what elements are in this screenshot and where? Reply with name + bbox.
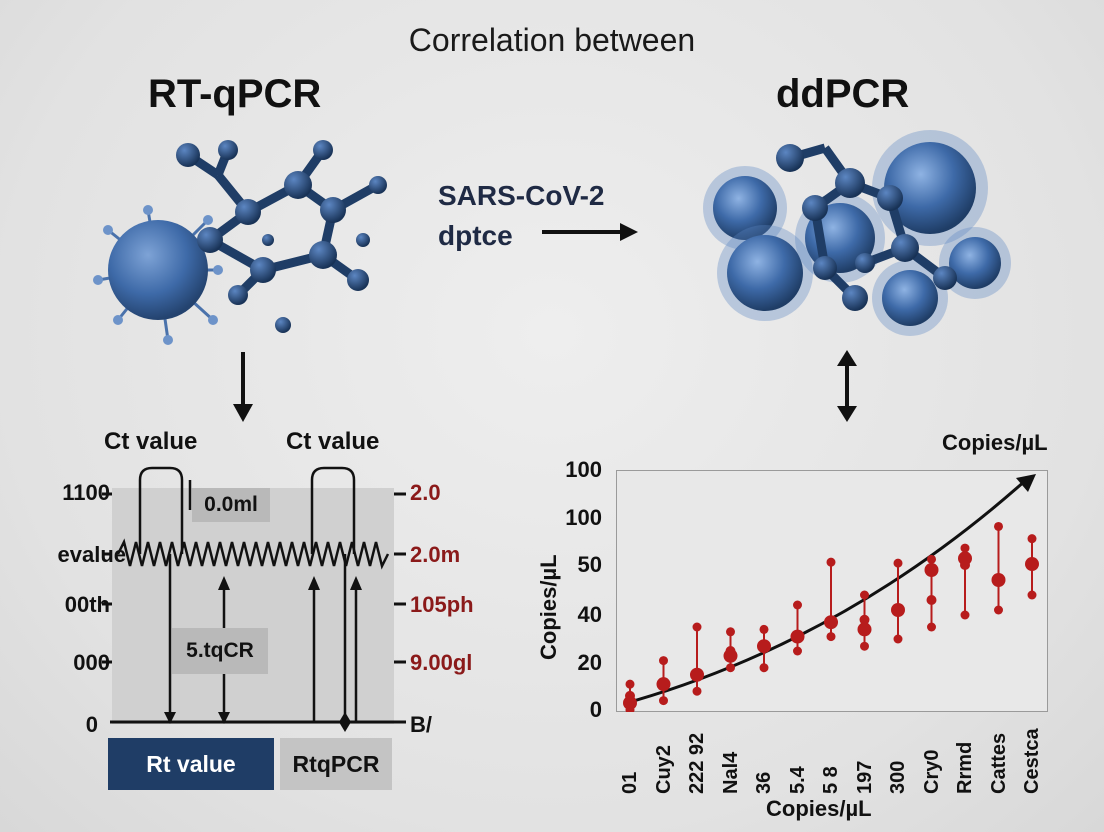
error-bar-end-point (1027, 534, 1037, 544)
x-tick-label: 5.4 (786, 766, 809, 794)
rt-value-button[interactable]: Rt value (108, 738, 274, 790)
chart-title: Copies/µL (942, 430, 1048, 455)
trend-curve (629, 478, 1027, 704)
y-axis-title: Copies/µL (536, 554, 561, 660)
rt-qpcr-heading: RT-qPCR (148, 72, 322, 116)
error-bar-end-point (960, 610, 970, 620)
right-axis-label-3: 9.00gl (410, 650, 473, 675)
x-tick-label: Cuy2 (652, 745, 675, 794)
y-tick-label: 100 (565, 505, 602, 530)
rtqpcr-button[interactable]: RtqPCR (280, 738, 392, 790)
x-tick-label: 300 (887, 760, 909, 794)
secondary-data-point (926, 595, 937, 605)
x-axis-title: Copies/µL (766, 796, 872, 821)
data-point (891, 603, 905, 617)
y-tick-label: 40 (577, 602, 602, 627)
error-bar-end-point (927, 622, 936, 632)
data-point (656, 677, 671, 692)
right-arrow-icon (542, 223, 638, 241)
error-bar-end-point (860, 641, 869, 651)
x-tick-label: 5 8 (820, 766, 842, 794)
chart-marks (623, 474, 1039, 712)
page-title: Correlation between (408, 22, 696, 58)
error-bar-end-point (793, 646, 802, 656)
error-bar-end-point (726, 663, 735, 673)
data-point (790, 629, 805, 644)
ddpcr-virus-cluster-illustration (703, 130, 1011, 336)
rt-qpcr-molecule-illustration (93, 140, 387, 345)
error-bar-end-point (759, 663, 769, 673)
y-tick-label: 20 (577, 650, 602, 675)
data-point (1025, 557, 1039, 572)
ct-diagram-lines (102, 466, 406, 732)
data-point (824, 615, 838, 630)
detect-label: dptce (438, 220, 513, 251)
error-bar-end-point (659, 696, 668, 706)
y-tick-label: 100 (565, 457, 602, 482)
error-bar-end-point (793, 600, 802, 610)
ddpcr-heading: ddPCR (776, 72, 910, 116)
error-bar-end-point (860, 590, 869, 600)
y-tick-label: 0 (589, 697, 602, 722)
x-tick-label: Cry0 (920, 749, 943, 794)
right-axis-label-0: 2.0 (410, 480, 441, 505)
error-bar-end-point (893, 634, 903, 644)
left-axis-label-4: 0 (85, 712, 98, 737)
annotation-box-middle: 5.tqCR (172, 628, 268, 674)
error-bar-end-point (692, 622, 702, 632)
secondary-data-point (625, 690, 635, 701)
error-bar-end-point (826, 632, 836, 642)
virus-particle-icon (93, 205, 223, 345)
left-axis-label-1: evalue (57, 542, 127, 567)
virus-particles-icon (703, 130, 1011, 336)
error-bar-end-point (625, 679, 635, 689)
y-tick-label: 50 (577, 552, 602, 577)
error-bar-end-point (659, 656, 668, 666)
error-bar-end-point (759, 624, 769, 634)
left-axis-label-0: 1100 (62, 480, 110, 505)
x-tick-label: 01 (619, 771, 641, 794)
error-bar-end-point (1027, 590, 1037, 600)
x-tick-label: Nal4 (719, 751, 742, 794)
x-tick-label: 197 (853, 760, 876, 794)
ct-value-label-left: Ct value (104, 428, 198, 455)
secondary-data-point (859, 614, 870, 625)
sars-cov-2-label: SARS-CoV-2 (438, 180, 605, 211)
error-bar-end-point (692, 686, 702, 696)
annotation-box-top: 0.0ml (192, 488, 270, 522)
ct-plot-area (112, 488, 394, 724)
data-point (857, 622, 872, 637)
left-axis-label-3: 000 (73, 650, 110, 675)
trend-arrowhead-icon (1016, 474, 1036, 492)
double-arrow-icon (837, 350, 857, 422)
error-bar-end-point (893, 558, 903, 568)
down-arrow-icon (233, 352, 253, 422)
error-bar-end-point (826, 557, 836, 567)
error-bar-end-point (960, 543, 970, 553)
error-bar-end-point (726, 627, 735, 637)
error-bar-end-point (994, 521, 1003, 531)
data-point (757, 639, 771, 654)
right-axis-label-4: B/ (410, 712, 432, 737)
error-bar-end-point (994, 605, 1003, 615)
data-point (991, 573, 1006, 587)
error-bar-end-point (927, 554, 936, 564)
data-point (924, 563, 939, 577)
right-axis-label-2: 105ph (410, 592, 474, 617)
left-axis-label-2: 00th (64, 592, 110, 617)
ct-value-label-right: Ct value (286, 428, 380, 455)
x-tick-label: 222 92 (686, 732, 708, 794)
x-tick-label: Cestca (1021, 728, 1043, 794)
x-tick-label: Rrmd (954, 741, 976, 794)
secondary-data-point (725, 646, 736, 656)
x-tick-label: 36 (753, 771, 775, 794)
right-axis-label-1: 2.0m (410, 542, 461, 567)
data-point (690, 667, 704, 682)
secondary-data-point (960, 560, 970, 570)
x-tick-label: Cattes (987, 732, 1010, 794)
